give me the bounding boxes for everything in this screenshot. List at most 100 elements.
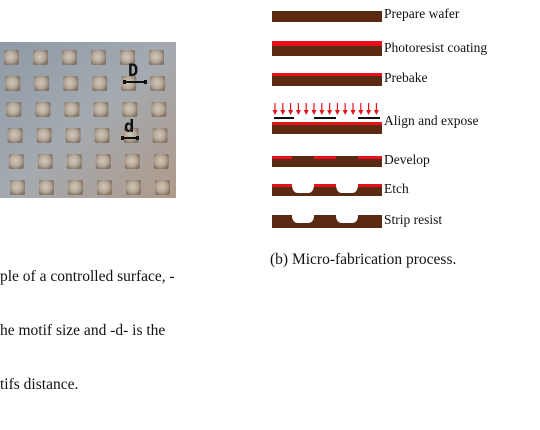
exposure-arrows	[272, 103, 379, 115]
exposure-arrow-head	[280, 110, 286, 115]
motif-square	[5, 76, 21, 91]
exposure-arrow-head	[288, 110, 294, 115]
process-diagram	[272, 11, 382, 228]
resist-block-1	[272, 184, 292, 187]
exposure-arrow-head	[350, 110, 356, 115]
motif-square	[155, 180, 170, 195]
wafer-layer	[272, 11, 382, 22]
marker-d-right-tick	[136, 136, 139, 140]
motif-square	[35, 102, 51, 117]
step-strip-resist	[272, 215, 382, 228]
motif-square	[6, 102, 22, 117]
motif-square	[64, 102, 80, 117]
marker-D-left-tick	[123, 80, 126, 84]
motif-square	[123, 128, 139, 143]
wafer-layer	[272, 125, 382, 134]
resist-layer	[272, 122, 382, 125]
motif-square	[36, 128, 52, 143]
step-prebake	[272, 73, 382, 86]
label-etch: Etch	[384, 181, 409, 196]
motif-square	[8, 154, 24, 169]
exposure-arrow-head	[342, 110, 348, 115]
motif-square	[97, 180, 112, 195]
motif-square	[94, 128, 110, 143]
exposure-arrow-head	[373, 110, 379, 115]
motif-square	[39, 180, 54, 195]
resist-block-2	[314, 184, 336, 187]
motif-square	[149, 50, 164, 65]
label-strip-resist: Strip resist	[384, 212, 443, 227]
etched-wafer	[272, 184, 382, 196]
caption-a-line-2: he motif size and -d- is the	[0, 322, 166, 339]
motif-square	[152, 128, 168, 143]
panel-b: Prepare wafer Photoresist coating Prebak…	[260, 0, 540, 322]
motif-square	[95, 154, 111, 169]
patterned-wafer	[272, 215, 382, 228]
motif-square	[63, 76, 79, 91]
motif-square	[68, 180, 83, 195]
motif-square	[34, 76, 50, 91]
step-prepare-wafer	[272, 11, 382, 22]
motif-square	[126, 180, 141, 195]
exposure-arrow-head	[311, 110, 317, 115]
exposure-arrow-head	[319, 110, 325, 115]
motif-square	[122, 102, 138, 117]
wafer-layer	[272, 46, 382, 56]
caption-a-line-1: ple of a controlled surface, -	[0, 268, 175, 285]
resist-block-3	[358, 184, 382, 187]
motif-square	[121, 76, 137, 91]
exposure-arrow-head	[327, 110, 333, 115]
motif-square	[4, 50, 19, 65]
motif-square	[91, 50, 106, 65]
motif-square	[37, 154, 53, 169]
motif-grid	[4, 50, 170, 195]
label-develop: Develop	[384, 152, 430, 167]
label-align-and-expose: Align and expose	[384, 113, 479, 128]
label-d: d	[124, 117, 134, 137]
motif-square	[7, 128, 23, 143]
exposure-arrow-head	[334, 110, 340, 115]
motif-square	[153, 154, 169, 169]
motif-square	[124, 154, 140, 169]
label-photoresist-coating: Photoresist coating	[384, 40, 488, 55]
wafer-layer	[272, 156, 382, 167]
motif-square	[151, 102, 167, 117]
motif-square	[10, 180, 25, 195]
motif-square	[62, 50, 77, 65]
label-prepare-wafer: Prepare wafer	[384, 6, 460, 21]
photo-background	[0, 42, 176, 198]
marker-d-left-tick	[121, 136, 124, 140]
resist-block-3	[358, 156, 382, 159]
label-D: D	[128, 61, 138, 81]
resist-block-2	[314, 156, 336, 159]
step-align-and-expose	[272, 103, 382, 134]
caption-b: (b) Micro-fabrication process.	[270, 251, 457, 268]
step-photoresist-coating	[272, 41, 382, 56]
mask-segment-2	[314, 117, 336, 119]
motif-square	[93, 102, 109, 117]
step-etch	[272, 184, 382, 196]
motif-square	[92, 76, 108, 91]
mask-segment-1	[274, 117, 294, 119]
marker-D-right-tick	[144, 80, 147, 84]
resist-layer	[272, 41, 382, 46]
wafer-layer	[272, 76, 382, 86]
motif-square	[66, 154, 82, 169]
panel-a: D d ple of a controlled surface, - he mo…	[0, 0, 240, 393]
motif-square	[120, 50, 135, 65]
step-develop	[272, 156, 382, 167]
exposure-arrow-head	[358, 110, 364, 115]
motif-square	[65, 128, 81, 143]
controlled-surface-photo: D d	[0, 42, 176, 198]
mask-segment-3	[358, 117, 380, 119]
resist-block-1	[272, 156, 292, 159]
resist-layer	[272, 73, 382, 76]
label-prebake: Prebake	[384, 70, 428, 85]
exposure-arrow-head	[295, 110, 301, 115]
caption-a-line-3: tifs distance.	[0, 376, 79, 393]
exposure-arrow-head	[366, 110, 372, 115]
caption-a: ple of a controlled surface, - he motif …	[0, 232, 240, 430]
motif-square	[33, 50, 48, 65]
motif-square	[150, 76, 166, 91]
exposure-arrow-head	[272, 110, 278, 115]
